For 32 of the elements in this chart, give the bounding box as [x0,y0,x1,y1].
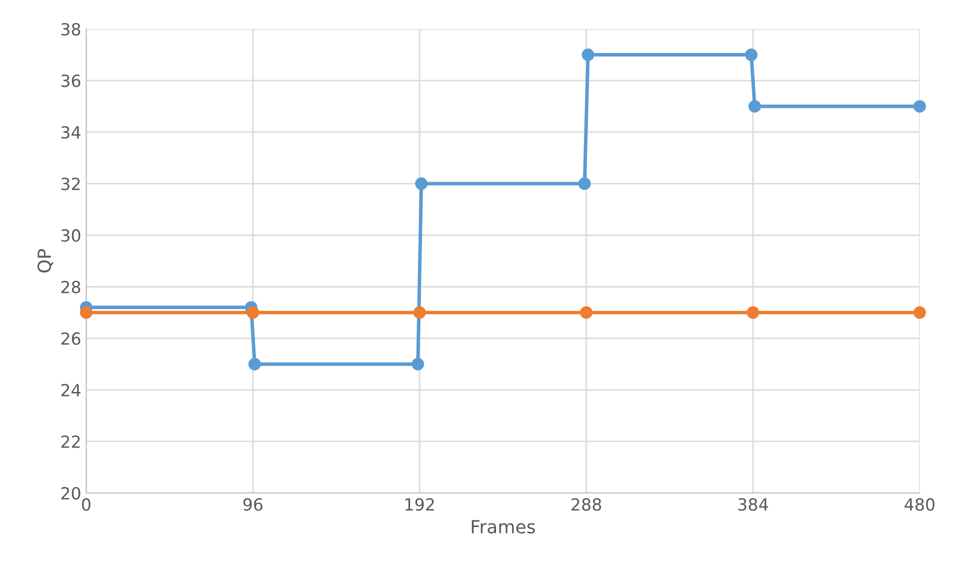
x-tick-label: 384 [738,498,768,511]
point [412,358,424,370]
x-tick-label: 480 [904,498,934,511]
point [748,100,761,113]
point [578,177,591,190]
y-tick-label: 38 [61,22,80,36]
x-tick-label: 96 [243,498,262,511]
y-tick-label: 32 [61,178,80,190]
y-axis-title: QP [37,249,54,273]
y-tick-label: 24 [61,384,80,396]
x-axis-title: Frames [472,520,535,534]
y-tick-label: 34 [61,126,80,139]
x-tick-label: 0 [82,498,90,511]
y-tick-label: 20 [61,486,80,500]
point [582,48,594,62]
point [913,306,926,319]
x-tick-label: 288 [572,498,602,511]
point [745,48,758,62]
point [413,306,426,319]
point [415,177,428,190]
y-tick-label: 36 [61,74,80,88]
point [913,100,926,113]
y-tick-label: 28 [61,280,80,294]
y-tick-label: 30 [61,229,80,242]
x-tick-label: 192 [406,498,434,511]
y-tick-label: 26 [61,332,80,345]
point [80,306,92,319]
y-tick-label: 22 [61,435,80,448]
point [246,306,260,319]
point [580,306,593,319]
point [746,306,760,319]
point [248,358,261,370]
